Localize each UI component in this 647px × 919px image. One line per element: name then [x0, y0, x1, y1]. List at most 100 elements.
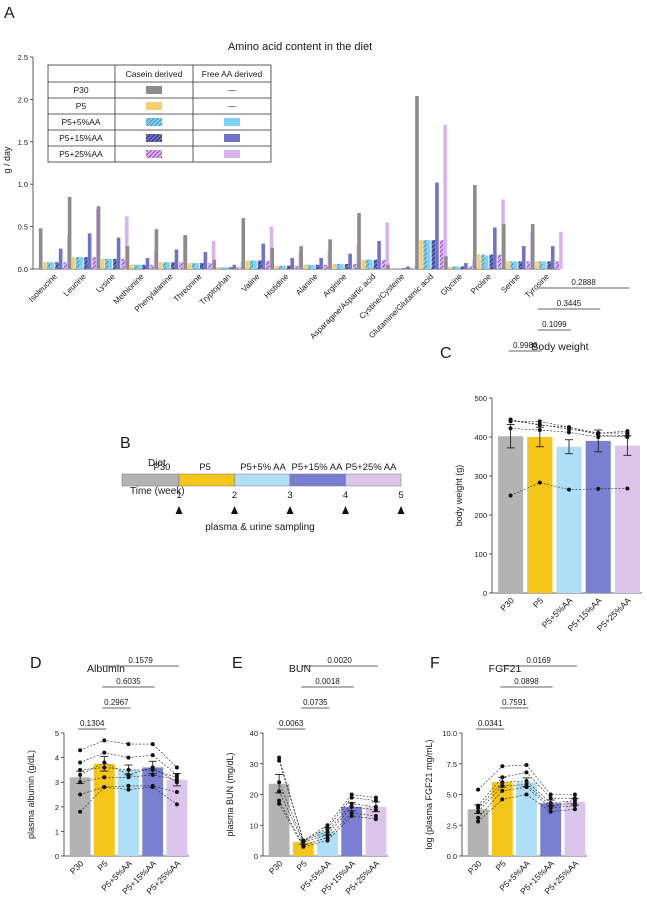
chart-a-legend: Casein derived Free AA derived P30 — P5 … [47, 64, 272, 163]
bar-p5-15-aa-free-methionine [145, 257, 150, 269]
sampling-arrow-icon [175, 506, 183, 514]
bar-p5-25-aa [365, 806, 387, 856]
bar-p5-15-aa-free-arginine [348, 253, 352, 269]
chart-a-xtick-label: Tryptophan [198, 272, 233, 307]
bar-p5-5-aa-free-arginine [340, 263, 344, 269]
chart-f-ytick-label: 10.0 [442, 729, 457, 738]
individual-point [126, 742, 131, 747]
bar-p5-25-aa-casein-methionine [150, 264, 154, 269]
chart-e-ylabel: plasma BUN (mg/dL) [225, 752, 235, 836]
bar-p5-25-aa [614, 445, 640, 593]
bar-p5 [527, 437, 553, 593]
individual-point [78, 748, 83, 753]
timeline-segment-label: P5+15% AA [292, 462, 344, 473]
individual-point [373, 798, 378, 803]
bar-p5-cystine-cysteine [390, 268, 394, 269]
individual-point [349, 795, 354, 800]
timeline-week-label: 5 [398, 490, 403, 501]
individual-point [174, 765, 179, 770]
individual-point [508, 426, 513, 431]
individual-point [500, 775, 505, 780]
bar-p5-25-aa-casein-isoleucine [63, 262, 68, 269]
individual-point [325, 826, 330, 831]
bar-p5-arginine [332, 263, 337, 269]
timeline-time-label: Time (week) [130, 486, 185, 497]
individual-point [277, 789, 282, 794]
bar-p5-5-aa-free-proline [484, 255, 489, 269]
chart-f-ytick-label: 2.5 [447, 821, 457, 830]
chart-c-ylabel: body weight (g) [454, 465, 464, 527]
chart-a-ytick-label: 1.5 [18, 138, 28, 147]
individual-point [596, 431, 601, 436]
bar-p5-5-aa-free-alanine [311, 264, 315, 269]
bar-p5-isoleucine [42, 262, 47, 269]
chart-d-ytick-label: 0 [55, 852, 59, 861]
individual-point [500, 783, 505, 788]
bar-p5-15-aa-free-alanine [319, 257, 323, 269]
bar-p30-valine [241, 218, 246, 269]
bar-p5-15-aa-casein-alanine [315, 264, 320, 269]
chart-f-p-value: 0.0169 [526, 656, 551, 665]
individual-point [537, 427, 542, 432]
individual-point [78, 772, 83, 777]
chart-d-ytick-label: 3 [55, 778, 59, 787]
chart-c-p-value: 0.1099 [542, 320, 567, 329]
panel-letter-e: E [232, 655, 243, 672]
legend-header-casein: Casein derived [126, 69, 183, 79]
bar-p5-25-aa-casein-lysine [121, 258, 125, 269]
individual-point [476, 787, 481, 792]
chart-d-ytick-label: 2 [55, 803, 59, 812]
panel-letter-a: A [4, 5, 15, 22]
chart-e-ytick-label: 0 [254, 852, 258, 861]
individual-point [548, 792, 553, 797]
individual-point [126, 755, 131, 760]
timeline-segment-label: P5+25% AA [346, 462, 398, 473]
bar-p5-15-aa-casein-leucine [84, 257, 88, 269]
bar-p5-25-aa-casein-tyrosine [555, 261, 560, 269]
individual-point [102, 785, 107, 790]
panel-letter-f: F [430, 655, 440, 672]
bar-p5-5-aa-casein-tryptophan [220, 267, 225, 269]
chart-e-p-value: 0.0018 [315, 677, 340, 686]
bar-p5-15-aa-casein-cystine-cysteine [402, 268, 407, 269]
sampling-arrow-icon [342, 506, 349, 514]
bar-p5-5-aa-free-lysine [108, 258, 113, 269]
bar-p5-5-aa-casein-cystine-cysteine [394, 268, 399, 269]
bar-p5-25-aa-casein-histidine [295, 265, 299, 269]
chart-c-p-value: 0.2888 [571, 278, 596, 287]
individual-point [78, 760, 83, 765]
bar-p5-25-aa [166, 779, 188, 856]
bar-p5-5-aa-casein-phenylalanine [162, 262, 167, 269]
bar-p5-15-aa-free-tryptophan [232, 264, 237, 269]
individual-point [373, 795, 378, 800]
individual-point [78, 809, 83, 814]
individual-point [524, 785, 529, 790]
timeline-week-label: 4 [343, 490, 348, 501]
legend-swatch-p5-15aa-free [224, 134, 240, 142]
bar-p5-5-aa-casein-threonine [191, 263, 196, 269]
individual-point [567, 427, 571, 432]
amino-acid-chart: Amino acid content in the diet g / day 0… [2, 41, 563, 341]
bar-p5-25-aa-casein-alanine [323, 264, 328, 269]
bar-p30-cystine-cysteine [386, 264, 390, 269]
individual-point [325, 823, 330, 828]
chart-a-xtick-label: Glycine [439, 272, 465, 298]
bar-p5-25-aa-casein-arginine [352, 263, 357, 269]
timeline-segment-p5-15-aa [289, 473, 346, 487]
bar-p5-5-aa-casein-proline [481, 254, 485, 269]
bar-p30-tyrosine [530, 224, 535, 269]
legend-header-free: Free AA derived [202, 69, 263, 79]
legend-dash-p30-free: — [228, 85, 237, 95]
chart-a-ytick-label: 2.5 [18, 53, 28, 62]
chart-f-ytick-label: 7.5 [447, 760, 457, 769]
chart-c-ytick-label: 100 [474, 550, 487, 559]
bar-p5-5-aa-free-threonine [195, 263, 199, 269]
timeline-week-label: 1 [176, 490, 181, 501]
chart-c-title: Body weight [531, 341, 588, 353]
chart-d-p-value: 0.2967 [104, 698, 129, 707]
timeline-caption: plasma & urine sampling [205, 522, 315, 533]
bar-p5-5-aa-free-tryptophan [224, 267, 228, 269]
timeline-segment-label: P5+5% AA [240, 462, 286, 473]
individual-point [349, 804, 354, 809]
